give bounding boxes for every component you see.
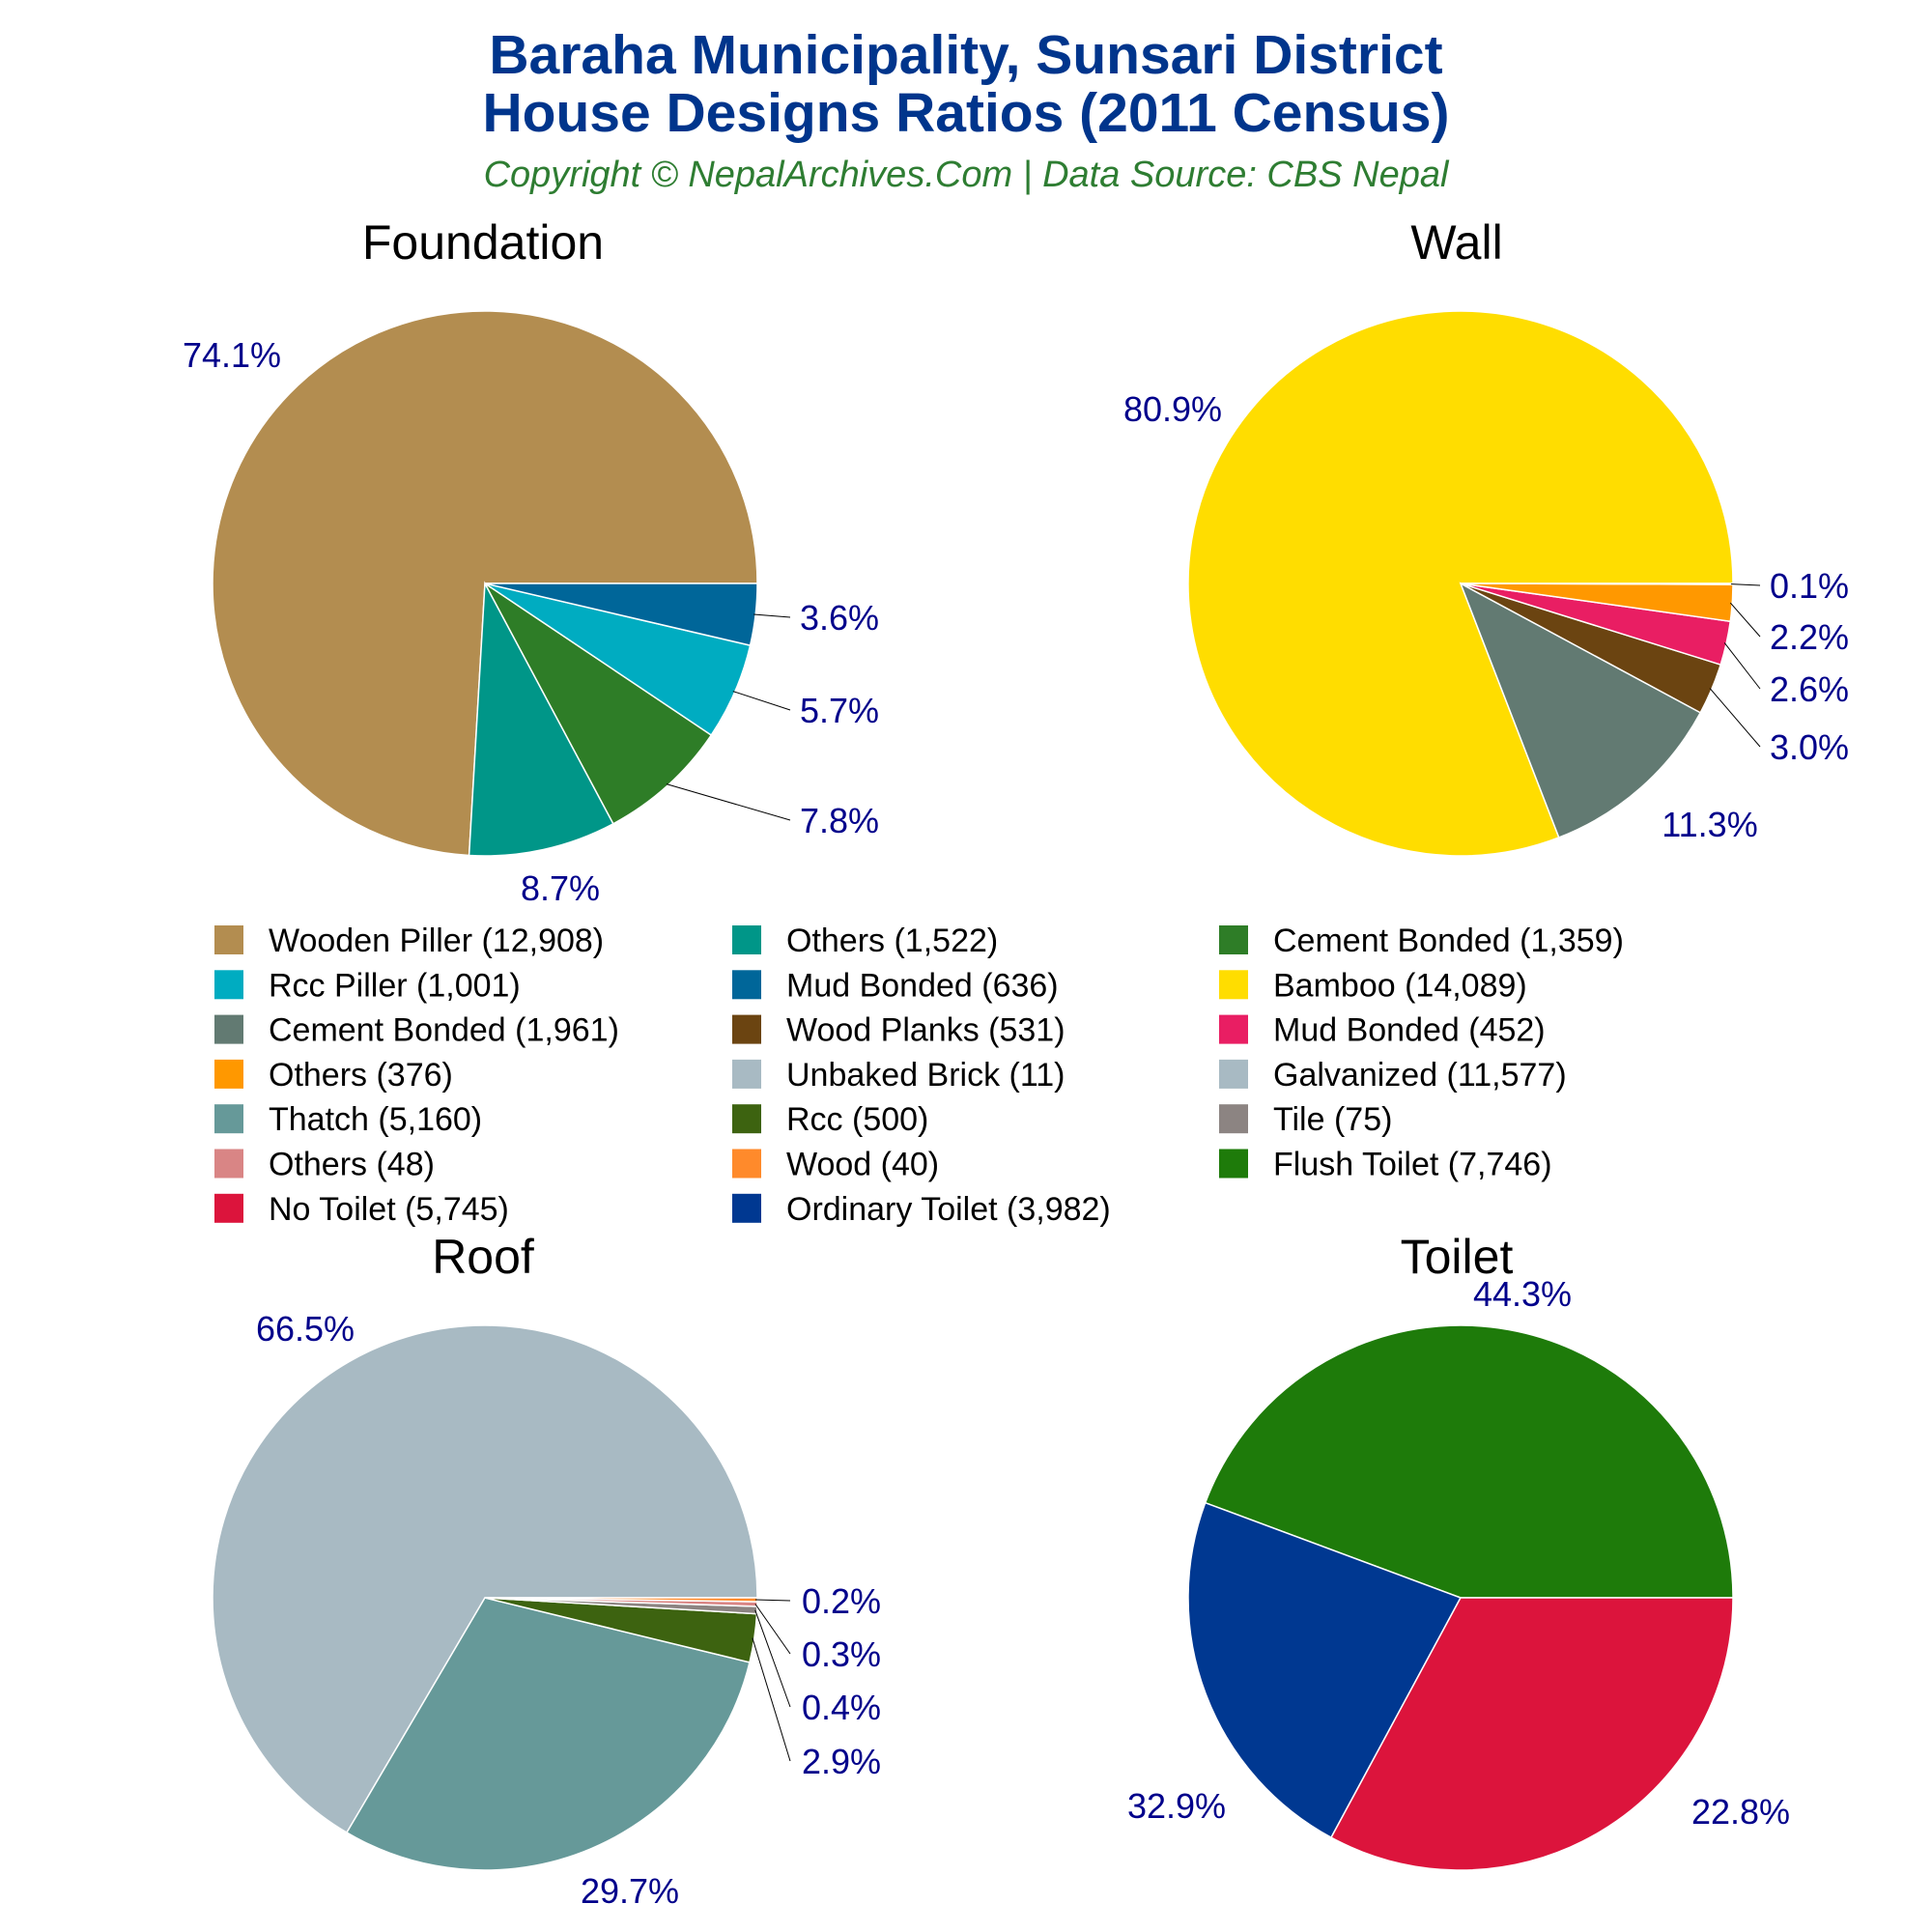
pie-wall: 80.9% 11.3% 3.0% 2.6% 2.2% 0.1% <box>1123 310 1849 857</box>
percent-label-roof-galvanized: 66.5% <box>256 1309 355 1349</box>
pie-roof: 66.5% 29.7% 2.9% 0.4% 0.3% 0.2% <box>212 1309 881 1911</box>
pie-title-roof: Roof <box>432 1230 534 1284</box>
percent-label-toilet-flush-toilet: 44.3% <box>1473 1274 1572 1314</box>
pie-slice-toilet-ordinary-toilet <box>1187 1501 1463 1839</box>
legend-swatch <box>1219 1059 1248 1089</box>
legend-swatch <box>214 970 243 1000</box>
percent-label-wall-cement-bonded: 11.3% <box>1662 805 1757 844</box>
leader-line-wall-unbaked-brick <box>1730 583 1761 586</box>
legend-swatch <box>1219 1014 1248 1044</box>
pie-slice-toilet-flush-toilet <box>1204 1324 1734 1599</box>
legend-label: Galvanized (11,577) <box>1273 1057 1567 1094</box>
legend-swatch <box>1219 970 1248 1000</box>
percent-label-roof-thatch: 29.7% <box>581 1871 679 1911</box>
pie-slice-roof-thatch <box>345 1597 751 1871</box>
percent-label-toilet-no-toilet: 32.9% <box>1127 1786 1226 1826</box>
pie-slice-foundation-others <box>468 581 614 857</box>
legend-label: Rcc Piller (1,001) <box>269 967 521 1004</box>
legend-swatch <box>1219 925 1248 954</box>
legend-swatch <box>214 1193 243 1223</box>
percent-label-wall-wood-planks: 3.0% <box>1770 727 1849 767</box>
legend-swatch <box>732 1104 761 1134</box>
legend-swatch <box>732 1014 761 1044</box>
pie-foundation: 74.1% 8.7% 7.8% 5.7% 3.6% <box>183 310 879 908</box>
leader-line-foundation-rcc-piller <box>732 691 791 711</box>
legend-label: No Toilet (5,745) <box>269 1191 509 1228</box>
legend-label: Mud Bonded (452) <box>1273 1012 1546 1049</box>
percent-label-toilet-ordinary-toilet: 22.8% <box>1691 1792 1790 1832</box>
percent-label-foundation-rcc-piller: 5.7% <box>800 691 879 730</box>
legend-label: Others (48) <box>269 1147 435 1183</box>
pie-title-wall: Wall <box>1410 215 1502 270</box>
leader-line-wall-others <box>1729 602 1761 638</box>
percent-label-roof-tile: 0.4% <box>802 1688 881 1727</box>
percent-label-roof-others: 0.3% <box>802 1634 881 1674</box>
pie-title-foundation: Foundation <box>362 215 604 270</box>
pie-slice-foundation-cement-bonded <box>484 582 713 825</box>
chart-subtitle: Copyright © NepalArchives.Com | Data Sou… <box>484 155 1450 195</box>
pie-slice-roof-galvanized <box>212 1324 758 1834</box>
pie-slice-wall-cement-bonded <box>1459 582 1702 838</box>
legend-label: Ordinary Toilet (3,982) <box>786 1191 1111 1228</box>
legend-swatch <box>732 1149 761 1179</box>
percent-label-foundation-mud-bonded: 3.6% <box>800 598 879 638</box>
leader-line-roof-others <box>754 1604 791 1655</box>
legend-label: Wood Planks (531) <box>786 1012 1065 1049</box>
percent-label-foundation-wooden-piller: 74.1% <box>183 335 281 375</box>
legend-label: Mud Bonded (636) <box>786 967 1059 1004</box>
legend-label: Others (1,522) <box>786 923 998 959</box>
legend-swatch <box>1219 1149 1248 1179</box>
legend-label: Wooden Piller (12,908) <box>269 923 604 959</box>
leader-line-wall-wood-planks <box>1709 688 1761 748</box>
legend-swatch <box>214 1149 243 1179</box>
percent-label-foundation-others: 8.7% <box>521 868 600 908</box>
chart-title-line2: House Designs Ratios (2011 Census) <box>482 82 1449 144</box>
legend-swatch <box>732 1193 761 1223</box>
legend-swatch <box>732 970 761 1000</box>
pie-title-toilet: Toilet <box>1401 1230 1514 1284</box>
pie-toilet: 44.3% 22.8% 32.9% <box>1127 1274 1790 1871</box>
leader-line-foundation-mud-bonded <box>753 613 791 618</box>
leader-line-foundation-cement-bonded <box>666 783 791 821</box>
legend-swatch <box>732 925 761 954</box>
percent-label-foundation-cement-bonded: 7.8% <box>800 801 879 840</box>
legend-label: Thatch (5,160) <box>269 1101 482 1138</box>
legend-label: Others (376) <box>269 1057 453 1094</box>
legend-label: Tile (75) <box>1273 1101 1392 1138</box>
legend-label: Flush Toilet (7,746) <box>1273 1147 1552 1183</box>
legend-swatch <box>214 925 243 954</box>
legend-label: Rcc (500) <box>786 1101 928 1138</box>
legend-swatch <box>1219 1104 1248 1134</box>
percent-label-wall-unbaked-brick: 0.1% <box>1770 566 1849 606</box>
pie-slice-toilet-no-toilet <box>1330 1597 1734 1871</box>
percent-label-roof-rcc: 2.9% <box>802 1742 881 1781</box>
percent-label-wall-others: 2.2% <box>1770 617 1849 657</box>
legend-swatch <box>214 1059 243 1089</box>
percent-label-wall-mud-bonded: 2.6% <box>1770 669 1849 709</box>
leader-line-roof-tile <box>754 1609 791 1708</box>
leader-line-roof-rcc <box>752 1637 791 1762</box>
legend-label: Unbaked Brick (11) <box>786 1057 1065 1094</box>
legend-label: Cement Bonded (1,961) <box>269 1012 619 1049</box>
legend-label: Bamboo (14,089) <box>1273 967 1527 1004</box>
chart-legend: Wooden Piller (12,908) Others (1,522) Ceme… <box>214 923 1624 1228</box>
legend-label: Wood (40) <box>786 1147 939 1183</box>
chart-title-line1: Baraha Municipality, Sunsari District <box>489 24 1442 86</box>
leader-line-wall-mud-bonded <box>1723 642 1761 690</box>
legend-swatch <box>214 1104 243 1134</box>
leader-line-roof-wood <box>754 1599 791 1602</box>
legend-swatch <box>732 1059 761 1089</box>
legend-label: Cement Bonded (1,359) <box>1273 923 1624 959</box>
percent-label-roof-wood: 0.2% <box>802 1581 881 1621</box>
percent-label-wall-bamboo: 80.9% <box>1123 389 1222 429</box>
legend-swatch <box>214 1014 243 1044</box>
